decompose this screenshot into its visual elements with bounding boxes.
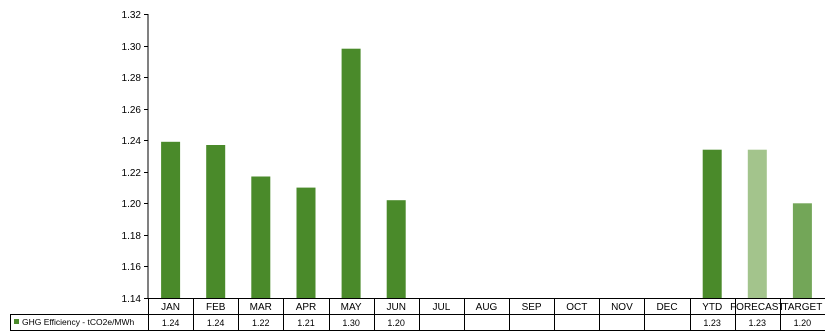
bar-jun [386,200,406,298]
category-label-oct: OCT [566,302,587,313]
category-label-feb: FEB [206,302,226,313]
data-label-forecast: 1.23 [749,318,767,328]
y-tick-label: 1.14 [122,294,142,305]
category-label-mar: MAR [250,302,272,313]
bar-feb [206,145,226,298]
data-label-ytd: 1.23 [703,318,721,328]
category-label-jan: JAN [161,302,180,313]
y-tick-label: 1.18 [122,231,142,242]
category-label-dec: DEC [656,302,677,313]
bar-mar [251,176,271,298]
legend-swatch [14,319,19,324]
legend-label: GHG Efficiency - tCO2e/MWh [22,317,135,327]
data-label-feb: 1.24 [207,318,225,328]
data-label-apr: 1.21 [297,318,315,328]
category-label-forecast: FORECAST [730,302,784,313]
data-label-may: 1.30 [342,318,360,328]
category-label-apr: APR [296,302,317,313]
y-tick-label: 1.26 [122,105,142,116]
y-tick-label: 1.20 [122,199,142,210]
category-label-target: TARGET [782,302,822,313]
data-label-jan: 1.24 [162,318,180,328]
category-label-jul: JUL [433,302,451,313]
y-tick-label: 1.16 [122,262,142,273]
category-label-nov: NOV [611,302,633,313]
category-label-sep: SEP [522,302,542,313]
bar-may [341,48,361,299]
category-label-aug: AUG [476,302,498,313]
category-label-may: MAY [341,302,362,313]
bars [161,48,812,299]
y-tick-label: 1.24 [122,136,142,147]
data-label-jun: 1.20 [387,318,405,328]
y-axis: 1.14 1.16 1.18 1.20 1.22 1.24 1.26 1.28 1.30 1.32 [122,10,149,305]
bar-ytd [702,149,722,298]
bar-apr [296,187,316,298]
bar-target [792,203,812,298]
y-tick-label: 1.22 [122,168,142,179]
y-tick-label: 1.28 [122,73,142,84]
data-label-mar: 1.22 [252,318,270,328]
y-tick-label: 1.32 [122,10,142,21]
category-label-jun: JUN [386,302,405,313]
bar-jan [161,141,181,298]
category-label-ytd: YTD [702,302,722,313]
y-tick-label: 1.30 [122,42,142,53]
data-label-target: 1.20 [794,318,812,328]
bar-forecast [747,149,767,298]
